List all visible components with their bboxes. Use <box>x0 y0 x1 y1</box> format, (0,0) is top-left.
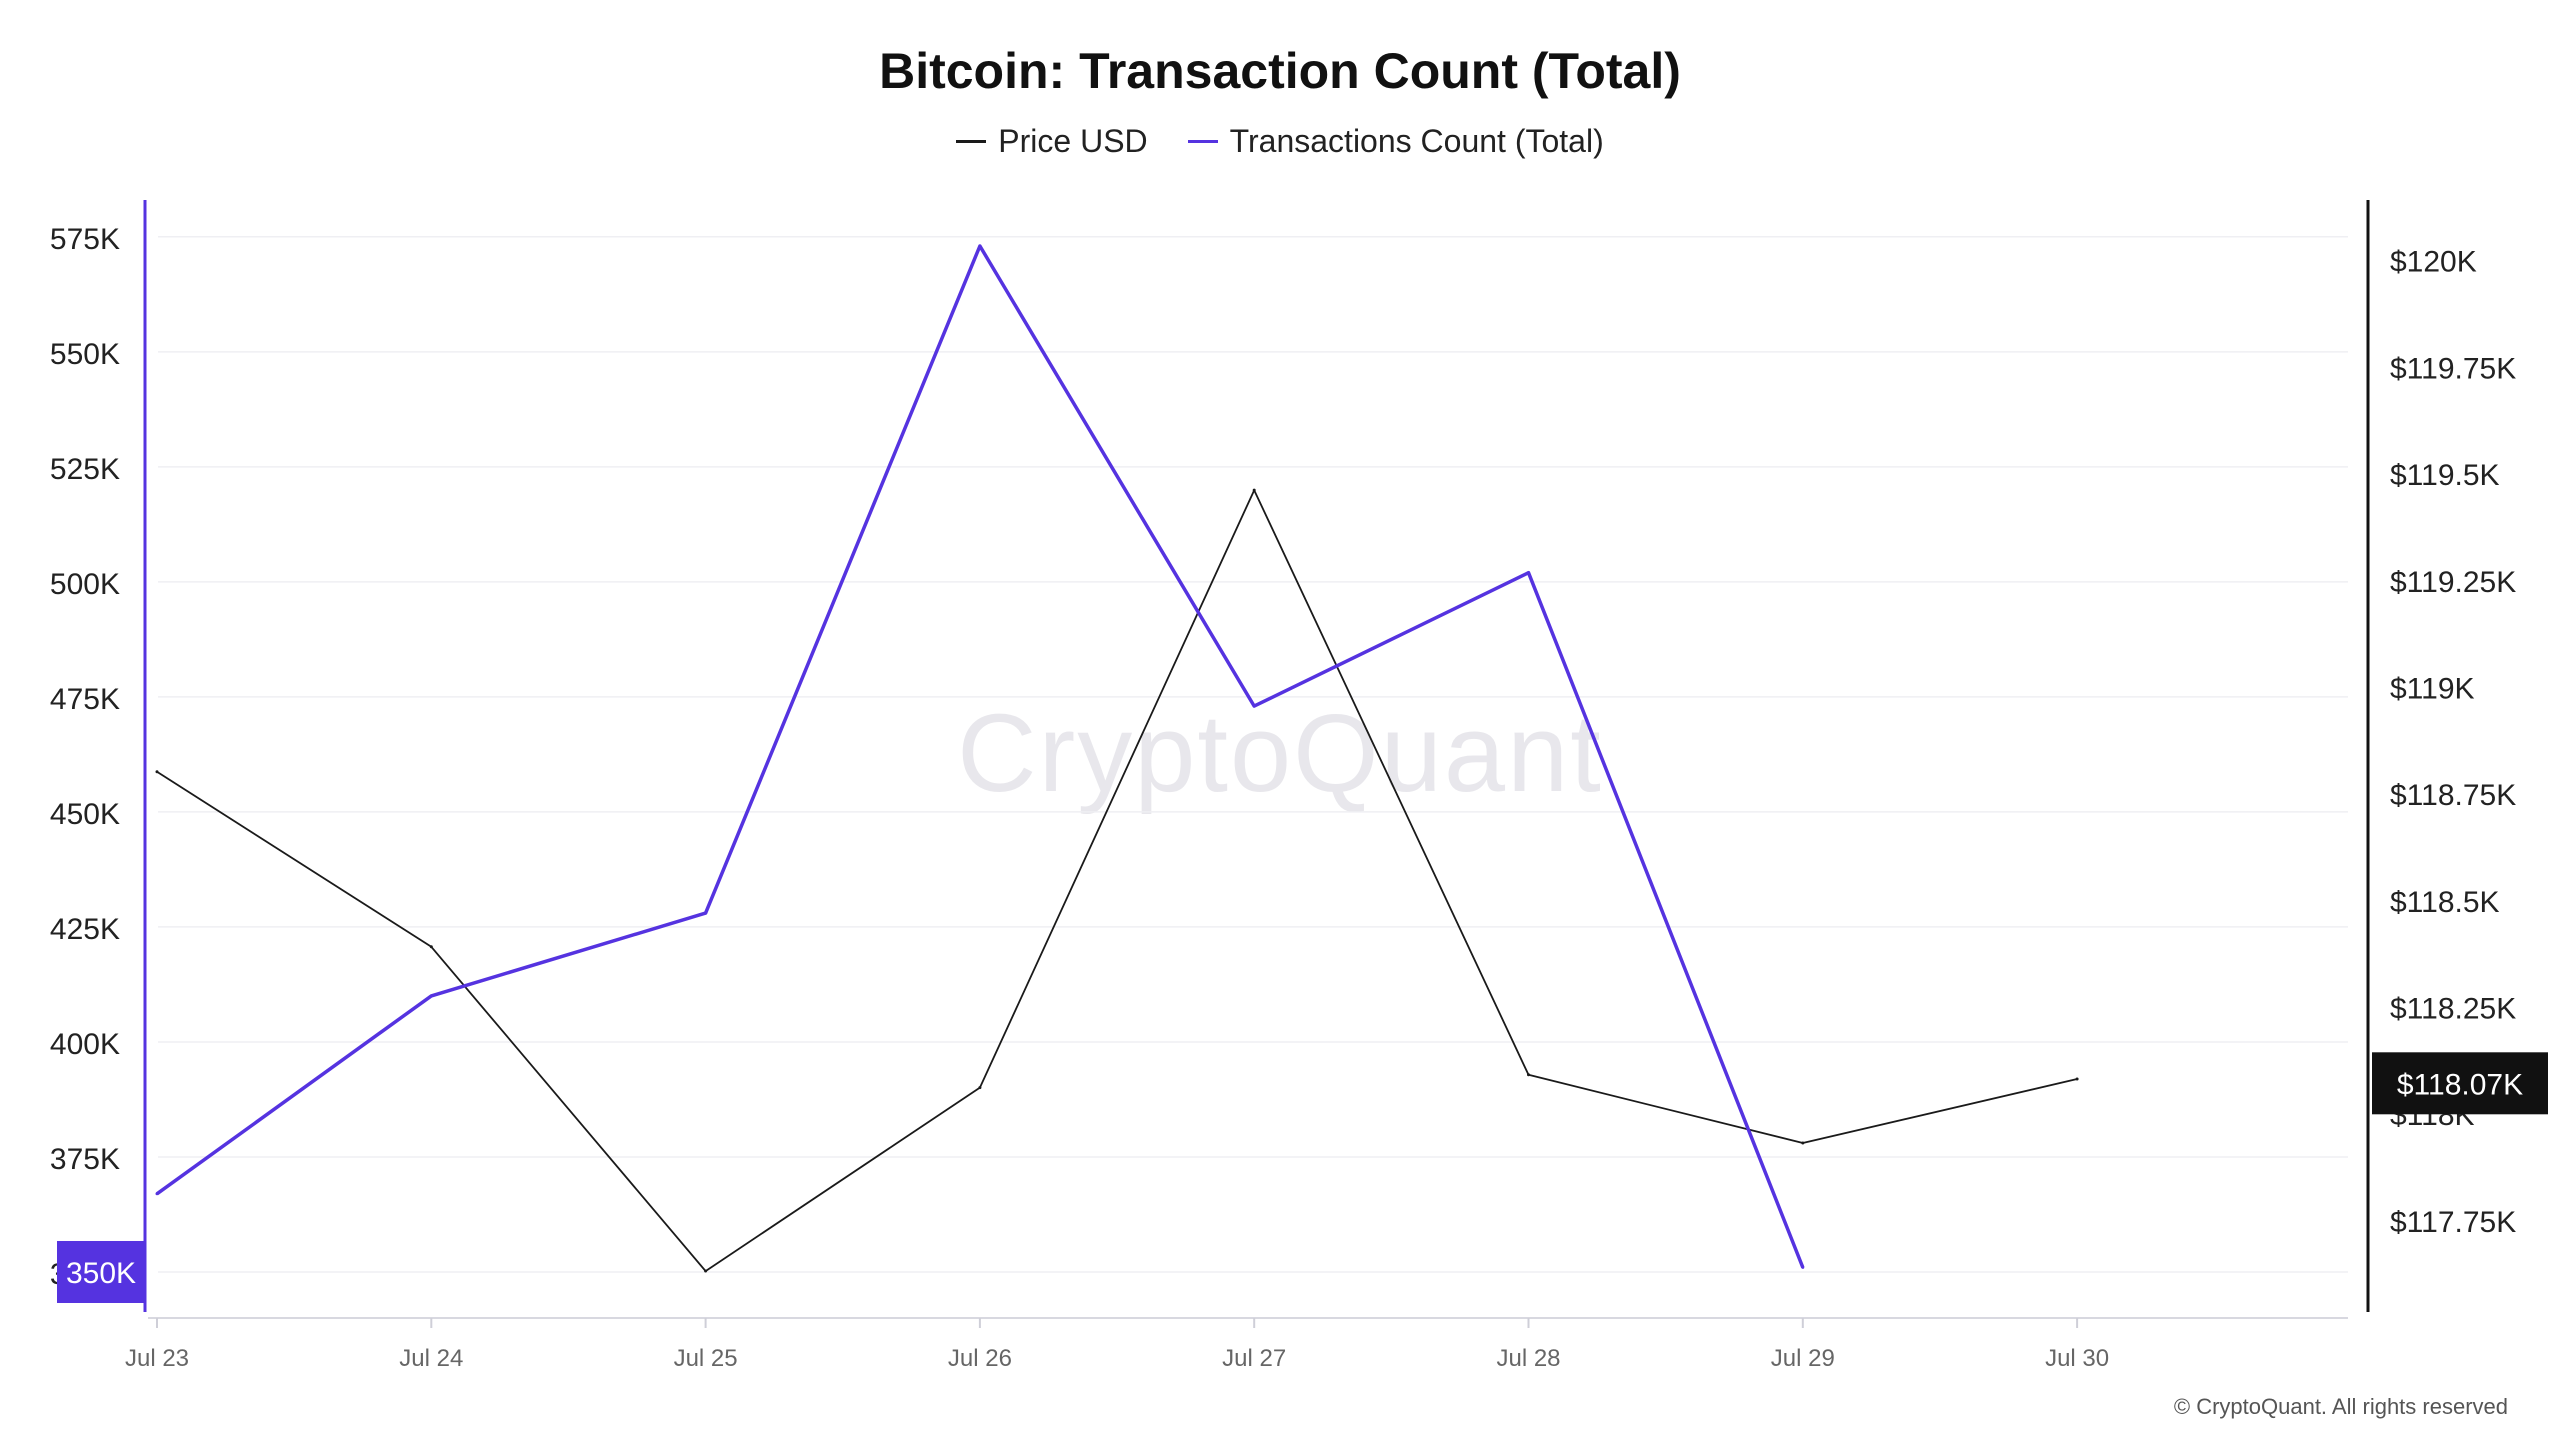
data-point-price <box>2075 1077 2079 1081</box>
legend-item-transactions[interactable]: Transactions Count (Total) <box>1187 123 1604 160</box>
right-tick-label: $118.25K <box>2390 992 2516 1025</box>
x-tick-label: Jul 25 <box>674 1345 738 1372</box>
left-tick-label: 500K <box>50 568 120 601</box>
left-tick-label: 525K <box>50 453 120 486</box>
left-tick-label: 375K <box>50 1143 120 1176</box>
left-tick-label: 550K <box>50 338 120 371</box>
right-tick-label: $120K <box>2390 246 2477 279</box>
left-tick-label: 575K <box>50 223 120 256</box>
right-tick-label: $119.75K <box>2390 352 2516 385</box>
left-tick-label: 475K <box>50 683 120 716</box>
x-tick-label: Jul 27 <box>1222 1345 1286 1372</box>
x-tick-label: Jul 26 <box>948 1345 1012 1372</box>
left-highlight-label: 350K <box>66 1257 136 1290</box>
data-point-price <box>1252 488 1256 492</box>
copyright-text: © CryptoQuant. All rights reserved <box>2173 1394 2508 1419</box>
x-tick-label: Jul 29 <box>1771 1345 1835 1372</box>
right-tick-label: $119K <box>2390 672 2475 705</box>
series-line-transactions <box>155 244 1805 1269</box>
right-highlight-label: $118.07K <box>2397 1068 2523 1101</box>
legend-label-transactions: Transactions Count (Total) <box>1229 123 1604 159</box>
data-point-price <box>1801 1141 1805 1145</box>
right-highlight-badge <box>2372 1052 2548 1115</box>
legend-swatch-price <box>956 140 987 143</box>
right-tick-label: $117.75K <box>2390 1206 2516 1239</box>
right-tick-label: $119.5K <box>2390 459 2500 492</box>
legend: Price USD Transactions Count (Total) <box>0 123 2560 160</box>
data-point-transactions <box>704 911 708 915</box>
legend-label-price: Price USD <box>998 123 1148 159</box>
right-tick-label: $119.25K <box>2390 566 2516 599</box>
series-line-price <box>156 489 2078 1272</box>
data-point-transactions <box>155 1192 159 1196</box>
legend-swatch-transactions <box>1187 140 1218 143</box>
data-point-price <box>978 1086 982 1090</box>
data-point-transactions <box>1252 704 1256 708</box>
watermark: CryptoQuant <box>957 692 1603 815</box>
data-point-price <box>1527 1073 1530 1077</box>
left-tick-label: 400K <box>50 1028 120 1061</box>
data-point-transactions <box>429 994 433 998</box>
x-tick-label: Jul 28 <box>1496 1345 1560 1372</box>
x-tick-label: Jul 24 <box>399 1345 463 1372</box>
data-point-price <box>155 770 159 774</box>
right-tick-label: $118.75K <box>2390 779 2516 812</box>
x-tick-label: Jul 30 <box>2045 1345 2109 1372</box>
x-tick-label: Jul 23 <box>125 1345 189 1372</box>
data-point-price <box>704 1269 708 1273</box>
legend-item-price[interactable]: Price USD <box>956 123 1148 160</box>
left-tick-label: 450K <box>50 798 120 831</box>
data-point-transactions <box>1801 1265 1805 1269</box>
data-point-transactions <box>978 244 982 248</box>
data-point-transactions <box>1527 571 1530 575</box>
right-tick-label: $118.5K <box>2390 886 2500 919</box>
left-highlight-badge <box>57 1240 145 1303</box>
data-point-price <box>429 945 433 949</box>
chart-title: Bitcoin: Transaction Count (Total) <box>879 43 1681 99</box>
left-tick-label: 425K <box>50 913 120 946</box>
